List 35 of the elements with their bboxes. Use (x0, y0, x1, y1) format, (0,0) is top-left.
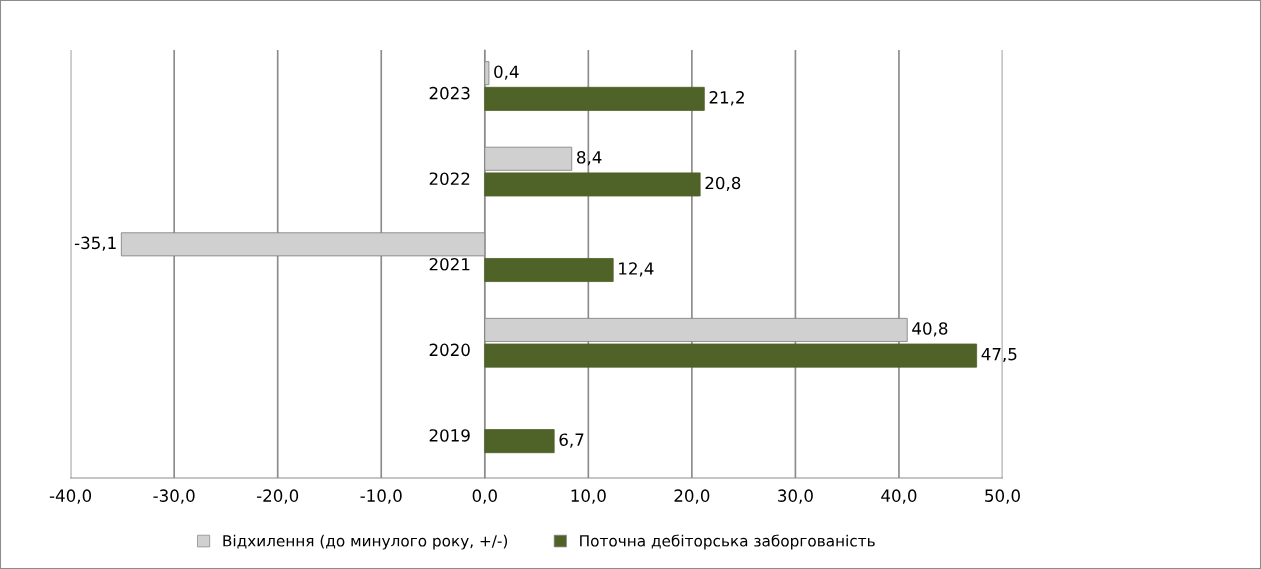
data-label: 20,8 (705, 176, 741, 191)
data-label: 21,2 (709, 91, 744, 106)
data-label: 47,5 (981, 348, 1017, 363)
x-tick-label: 20,0 (674, 489, 710, 504)
x-tick-label: -40,0 (49, 489, 92, 504)
data-label: 0,4 (494, 65, 519, 80)
bar (484, 343, 978, 368)
data-label: 40,8 (912, 322, 948, 337)
y-tick-label: 2020 (429, 343, 470, 357)
x-tick-label: -10,0 (360, 489, 402, 504)
data-label: 8,4 (577, 150, 602, 166)
bar (484, 61, 490, 86)
x-tick-label: 30,0 (778, 489, 813, 504)
legend-label: Поточна дебіторська заборгованість (580, 534, 875, 550)
legend-label: Відхилення (до минулого року, +/-) (223, 534, 508, 550)
y-tick-label: 2022 (429, 172, 470, 186)
x-tick-label: -30,0 (153, 489, 195, 504)
data-label: 12,4 (619, 262, 654, 277)
bar (484, 258, 614, 282)
x-tick-label: 10,0 (571, 489, 606, 504)
y-tick-label: 2019 (429, 429, 470, 442)
bar (484, 429, 555, 454)
x-tick-label: -20,0 (256, 489, 299, 504)
bar (484, 146, 573, 171)
data-label: -35,1 (74, 236, 116, 251)
bar (484, 86, 705, 111)
y-tick-label: 2023 (429, 86, 470, 100)
y-tick-label: 2021 (429, 257, 470, 271)
x-tick-label: 40,0 (881, 489, 917, 504)
bar (484, 172, 701, 197)
x-tick-label: 50,0 (985, 489, 1020, 504)
x-tick-label: 0,0 (472, 489, 497, 504)
bar (120, 232, 486, 257)
bar (484, 317, 908, 342)
data-label: 6,7 (559, 433, 584, 448)
